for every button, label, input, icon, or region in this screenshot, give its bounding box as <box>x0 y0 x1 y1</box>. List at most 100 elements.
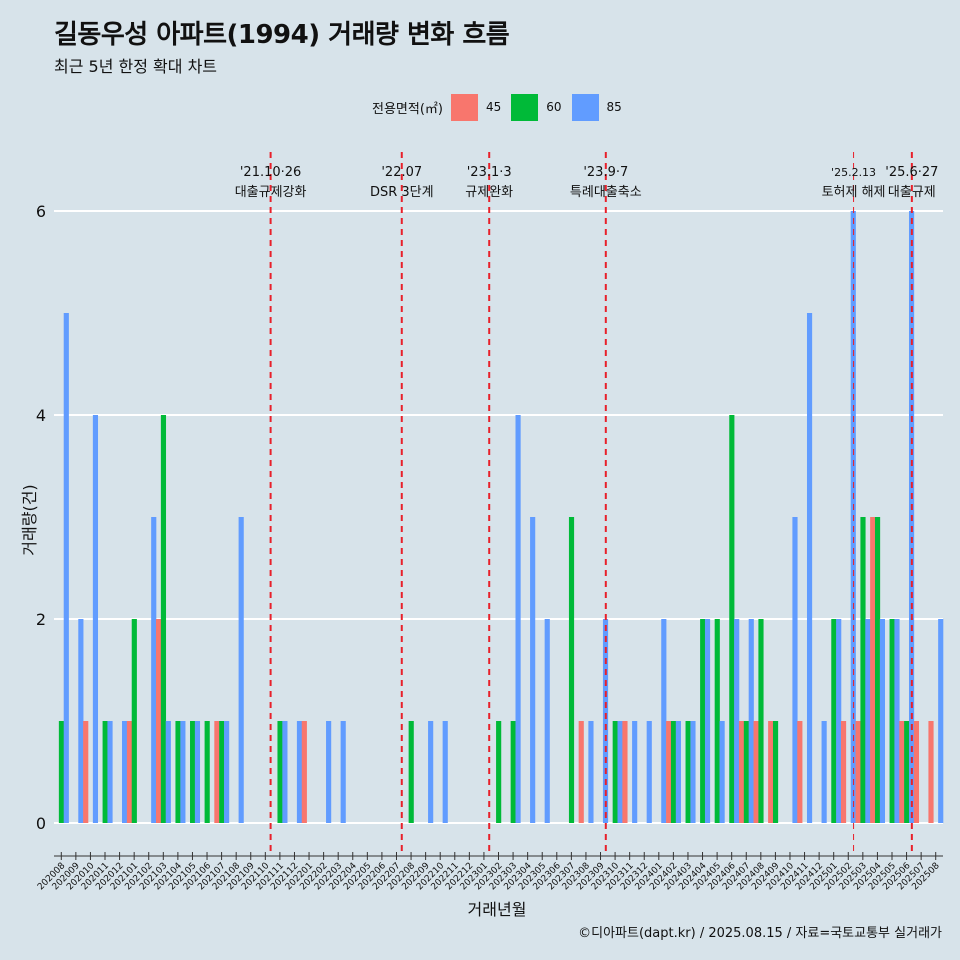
bar <box>865 619 871 823</box>
bar <box>738 721 745 823</box>
event-text-label: 토허제 해제 <box>822 185 886 200</box>
bar <box>806 313 813 823</box>
bar <box>151 517 157 823</box>
bar <box>685 721 691 823</box>
bar <box>666 721 672 823</box>
bar <box>296 721 303 823</box>
y-tick-label: 4 <box>36 406 46 425</box>
bar <box>690 721 696 823</box>
event-date-label: '23.1·3 <box>467 165 512 180</box>
source-caption: ©디아파트(dapt.kr) / 2025.08.15 / 자료=국토교통부 실… <box>578 926 942 941</box>
bar <box>874 517 881 823</box>
bar <box>602 619 609 823</box>
event-text-label: DSR 3단계 <box>370 185 434 200</box>
bar <box>568 517 575 823</box>
bar <box>190 721 196 823</box>
chart-title: 길동우성 아파트(1994) 거래량 변화 흐름 <box>54 20 510 50</box>
bar <box>160 415 167 823</box>
bar <box>165 721 171 823</box>
bar <box>92 415 99 823</box>
legend-item-45: 45 <box>450 93 501 121</box>
event-date-label: '22.07 <box>381 165 422 180</box>
bar <box>510 721 516 823</box>
legend-label-60: 60 <box>546 100 562 114</box>
bar <box>102 721 108 823</box>
bar <box>675 721 681 823</box>
bar <box>238 517 244 823</box>
event-date-label: '23.9·7 <box>583 165 628 180</box>
bar <box>326 721 332 823</box>
event-text-label: 대출규제강화 <box>235 185 307 200</box>
bar <box>408 721 414 823</box>
bar <box>821 721 827 823</box>
bar <box>428 721 434 823</box>
bar <box>301 721 307 823</box>
event-text-label: 대출규제 <box>888 185 936 200</box>
bar <box>768 721 774 823</box>
bar <box>204 721 210 823</box>
bar <box>831 619 837 823</box>
bar <box>928 721 934 823</box>
bar <box>277 721 283 823</box>
bar <box>899 721 905 823</box>
bar <box>792 517 798 823</box>
bar <box>840 721 847 823</box>
bar <box>894 619 900 823</box>
bar <box>661 619 667 823</box>
bar <box>879 619 886 823</box>
bar <box>904 721 910 823</box>
bar <box>719 721 725 823</box>
event-date-label: '21.10·26 <box>240 165 301 180</box>
bar <box>860 517 866 823</box>
y-tick-label: 0 <box>36 814 46 833</box>
event-text-label: 규제완화 <box>465 185 513 200</box>
bar <box>588 721 594 823</box>
bar <box>743 721 749 823</box>
bar <box>729 415 735 823</box>
legend-swatch-45 <box>450 93 478 121</box>
bar <box>748 619 754 823</box>
legend-swatch-85 <box>571 93 599 121</box>
bar <box>889 619 895 823</box>
bar <box>530 517 536 823</box>
event-text-label: 특례대출축소 <box>570 185 642 200</box>
bar <box>913 721 920 823</box>
bar <box>219 721 225 823</box>
event-date-label: '25.6·27 <box>885 165 938 180</box>
y-axis-label: 거래량(건) <box>20 484 39 556</box>
bar <box>855 721 861 823</box>
bar <box>78 619 84 823</box>
bar <box>131 619 137 823</box>
bar <box>622 721 628 823</box>
chart-subtitle: 최근 5년 한정 확대 차트 <box>54 57 218 76</box>
y-tick-label: 2 <box>36 610 46 629</box>
legend-item-85: 85 <box>571 93 622 121</box>
bar <box>214 721 220 823</box>
legend-swatch-60 <box>511 93 539 121</box>
bar <box>194 721 201 823</box>
bar <box>126 721 133 823</box>
bar <box>340 721 346 823</box>
bar <box>180 721 186 823</box>
bar <box>772 721 779 823</box>
bar <box>282 721 288 823</box>
bar <box>156 619 162 823</box>
event-date-label: '25.2.13 <box>831 166 876 179</box>
bar <box>797 721 803 823</box>
bar <box>938 619 944 823</box>
bar <box>700 619 706 823</box>
bar <box>175 721 181 823</box>
legend-item-60: 60 <box>511 93 562 121</box>
bar <box>63 313 69 823</box>
bar <box>670 721 677 823</box>
bar <box>870 517 876 823</box>
bar <box>58 721 65 823</box>
bar <box>224 721 230 823</box>
bar <box>753 721 759 823</box>
bar <box>646 721 652 823</box>
bar <box>714 619 720 823</box>
bar <box>617 721 623 823</box>
bar <box>122 721 128 823</box>
bar <box>107 721 113 823</box>
